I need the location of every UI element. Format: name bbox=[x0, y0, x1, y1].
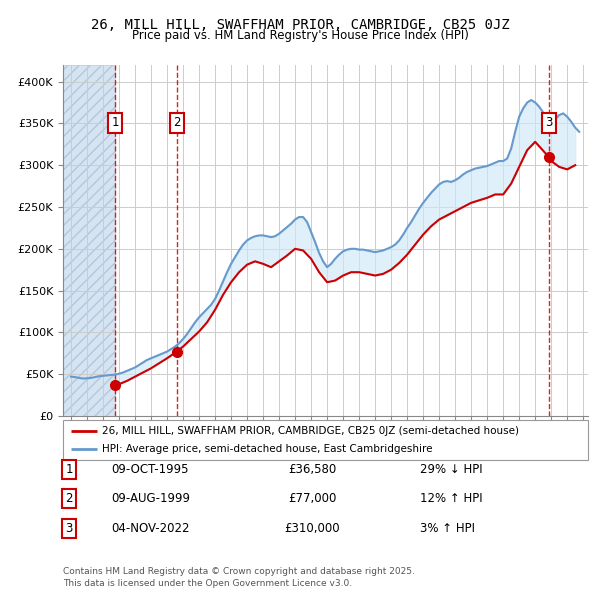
Text: 2: 2 bbox=[65, 492, 73, 505]
Text: £310,000: £310,000 bbox=[284, 522, 340, 535]
Text: 3: 3 bbox=[545, 116, 553, 129]
Text: £77,000: £77,000 bbox=[288, 492, 336, 505]
Text: 26, MILL HILL, SWAFFHAM PRIOR, CAMBRIDGE, CB25 0JZ (semi-detached house): 26, MILL HILL, SWAFFHAM PRIOR, CAMBRIDGE… bbox=[103, 426, 520, 436]
Text: 1: 1 bbox=[112, 116, 119, 129]
Text: HPI: Average price, semi-detached house, East Cambridgeshire: HPI: Average price, semi-detached house,… bbox=[103, 444, 433, 454]
Text: 2: 2 bbox=[173, 116, 181, 129]
Text: 29% ↓ HPI: 29% ↓ HPI bbox=[420, 463, 482, 476]
Text: 26, MILL HILL, SWAFFHAM PRIOR, CAMBRIDGE, CB25 0JZ: 26, MILL HILL, SWAFFHAM PRIOR, CAMBRIDGE… bbox=[91, 18, 509, 32]
Text: 1: 1 bbox=[65, 463, 73, 476]
FancyBboxPatch shape bbox=[63, 420, 588, 460]
Text: 09-OCT-1995: 09-OCT-1995 bbox=[111, 463, 188, 476]
Bar bbox=[63, 65, 115, 416]
Text: 09-AUG-1999: 09-AUG-1999 bbox=[111, 492, 190, 505]
Text: 04-NOV-2022: 04-NOV-2022 bbox=[111, 522, 190, 535]
Text: 3: 3 bbox=[65, 522, 73, 535]
Text: Price paid vs. HM Land Registry's House Price Index (HPI): Price paid vs. HM Land Registry's House … bbox=[131, 30, 469, 42]
Text: Contains HM Land Registry data © Crown copyright and database right 2025.
This d: Contains HM Land Registry data © Crown c… bbox=[63, 568, 415, 588]
Text: £36,580: £36,580 bbox=[288, 463, 336, 476]
Text: 3% ↑ HPI: 3% ↑ HPI bbox=[420, 522, 475, 535]
Text: 12% ↑ HPI: 12% ↑ HPI bbox=[420, 492, 482, 505]
